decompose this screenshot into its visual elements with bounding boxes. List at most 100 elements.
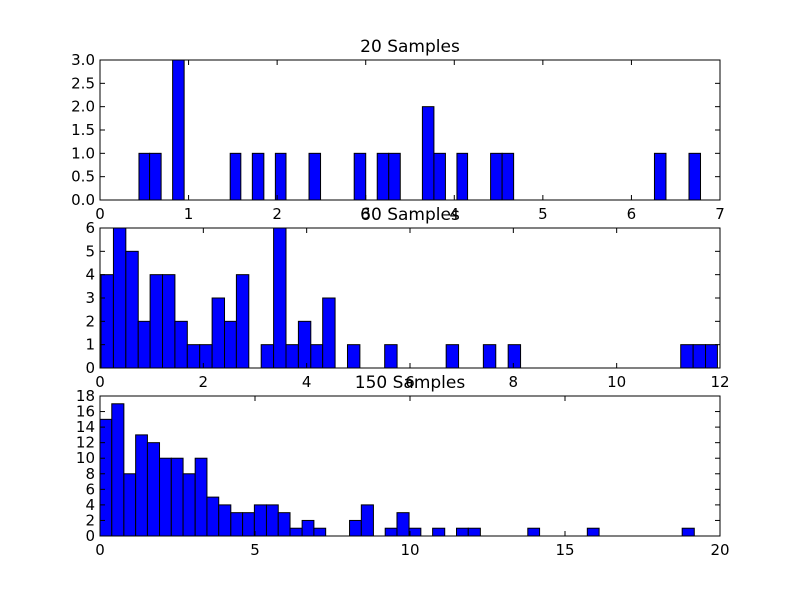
histogram-bar [308, 152, 322, 201]
histogram-bar [490, 152, 503, 201]
histogram-bar [199, 344, 213, 369]
histogram-bar [456, 527, 469, 537]
histogram-bar [360, 504, 374, 537]
y-tick-label: 6 [85, 480, 95, 498]
y-tick-label: 1.5 [71, 121, 95, 139]
histogram-bar [149, 152, 162, 201]
histogram-bar [218, 504, 232, 537]
histogram-bar [149, 274, 164, 369]
y-tick-label: 10 [76, 449, 95, 467]
histogram-bar [135, 434, 148, 537]
histogram-bar [353, 152, 367, 201]
y-tick-label: 0.0 [71, 191, 95, 209]
chart-title: 60 Samples [360, 205, 460, 225]
histogram-bar [456, 152, 469, 201]
x-tick-label: 6 [627, 205, 637, 223]
y-tick-label: 18 [76, 387, 95, 405]
histogram-bar [482, 344, 497, 369]
histogram-bar [681, 527, 695, 537]
y-tick-label: 0 [85, 359, 95, 377]
histogram-bar [229, 152, 242, 201]
histogram-bar [433, 152, 446, 201]
histogram-bar [194, 457, 208, 537]
histogram-bar [170, 457, 184, 537]
x-tick-label: 10 [607, 373, 626, 391]
histogram-bar [586, 527, 600, 537]
histogram-bar [253, 504, 267, 537]
histogram-bar [313, 527, 327, 537]
x-tick-label: 3 [361, 205, 371, 223]
y-tick-label: 0.5 [71, 168, 95, 186]
histogram-bar [384, 344, 398, 369]
x-tick-label: 2 [272, 205, 282, 223]
histogram-bar [230, 512, 244, 537]
y-tick-label: 2.5 [71, 74, 95, 92]
histogram-bar [111, 403, 125, 537]
x-tick-label: 6 [405, 373, 415, 391]
y-tick-label: 4 [85, 266, 95, 284]
y-tick-label: 2.0 [71, 98, 95, 116]
histogram-bar [310, 344, 324, 369]
histogram-bar [507, 344, 522, 369]
histogram-bar [211, 297, 226, 369]
histogram-bar [274, 152, 287, 201]
x-tick-label: 4 [450, 205, 460, 223]
histogram-bar [277, 512, 291, 537]
histogram-bar [388, 152, 401, 201]
y-tick-label: 2 [85, 511, 95, 529]
y-tick-label: 6 [85, 219, 95, 237]
histogram-bar [125, 250, 139, 369]
histogram-bar [346, 344, 361, 369]
histogram-bar [396, 512, 410, 537]
y-tick-label: 5 [85, 242, 95, 260]
histogram-bar [146, 442, 161, 537]
histogram-bar [285, 344, 299, 369]
histogram-bar [99, 418, 113, 537]
y-tick-label: 3.0 [71, 51, 95, 69]
histogram-bar [501, 152, 515, 201]
histogram-bar [265, 504, 279, 537]
x-tick-label: 10 [400, 541, 419, 559]
histogram-bar [692, 344, 707, 369]
histogram-bar [273, 227, 287, 369]
histogram-bar [384, 527, 398, 537]
x-tick-label: 1 [184, 205, 194, 223]
histogram-bar [235, 274, 250, 369]
histogram-bar [162, 274, 176, 369]
x-tick-label: 12 [710, 373, 729, 391]
x-tick-label: 0 [95, 205, 105, 223]
histogram-bar [251, 152, 265, 201]
x-tick-label: 5 [250, 541, 260, 559]
x-tick-label: 4 [302, 373, 312, 391]
histogram-bar [138, 152, 151, 201]
x-tick-label: 20 [710, 541, 729, 559]
histogram-bar [224, 320, 237, 369]
histogram-bar [137, 320, 151, 369]
y-tick-label: 2 [85, 312, 95, 330]
histogram-bar [705, 344, 718, 369]
histogram-bar [159, 457, 172, 537]
histogram-bar [680, 344, 694, 369]
histogram-bar [421, 106, 435, 201]
histogram-bar [467, 527, 481, 537]
x-tick-label: 7 [715, 205, 725, 223]
chart-title: 150 Samples [355, 373, 466, 393]
x-tick-label: 0 [95, 373, 105, 391]
x-tick-label: 5 [538, 205, 548, 223]
histogram-bar [527, 527, 541, 537]
histogram-bar [653, 152, 667, 201]
y-tick-label: 0 [85, 527, 95, 545]
y-tick-label: 8 [85, 465, 95, 483]
histogram-bar [432, 527, 446, 537]
histogram-bar [182, 473, 196, 537]
y-tick-label: 3 [85, 289, 95, 307]
histogram-bar [206, 496, 220, 537]
y-tick-label: 12 [76, 434, 95, 452]
histogram-bar [242, 512, 255, 537]
x-tick-label: 2 [199, 373, 209, 391]
histogram-bar [172, 59, 185, 201]
histogram-bar [376, 152, 390, 201]
